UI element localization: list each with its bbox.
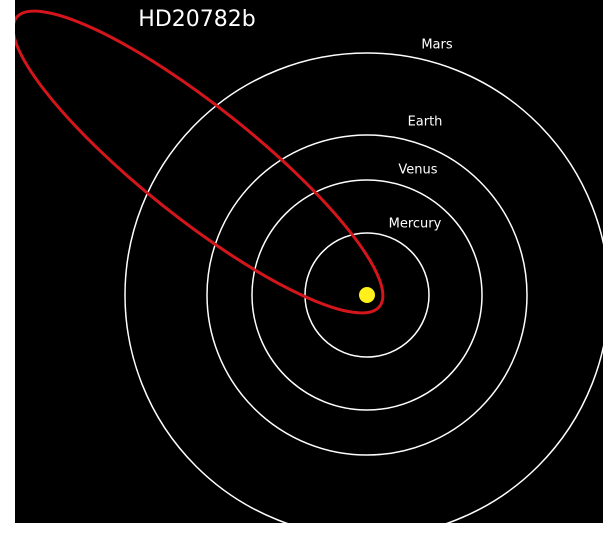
venus-orbit: [251, 179, 483, 411]
space-background: [15, 0, 603, 523]
hd20782b-orbit: [15, 9, 385, 315]
planet-label: Venus: [398, 163, 437, 178]
earth-orbit: [206, 134, 528, 456]
planet-label: Mercury: [389, 217, 442, 232]
sun: [359, 287, 375, 303]
planet-label: Earth: [408, 115, 443, 130]
mars-orbit: [124, 52, 603, 523]
exoplanet-label: HD20782b: [138, 7, 255, 32]
planet-label: Mars: [421, 38, 453, 53]
